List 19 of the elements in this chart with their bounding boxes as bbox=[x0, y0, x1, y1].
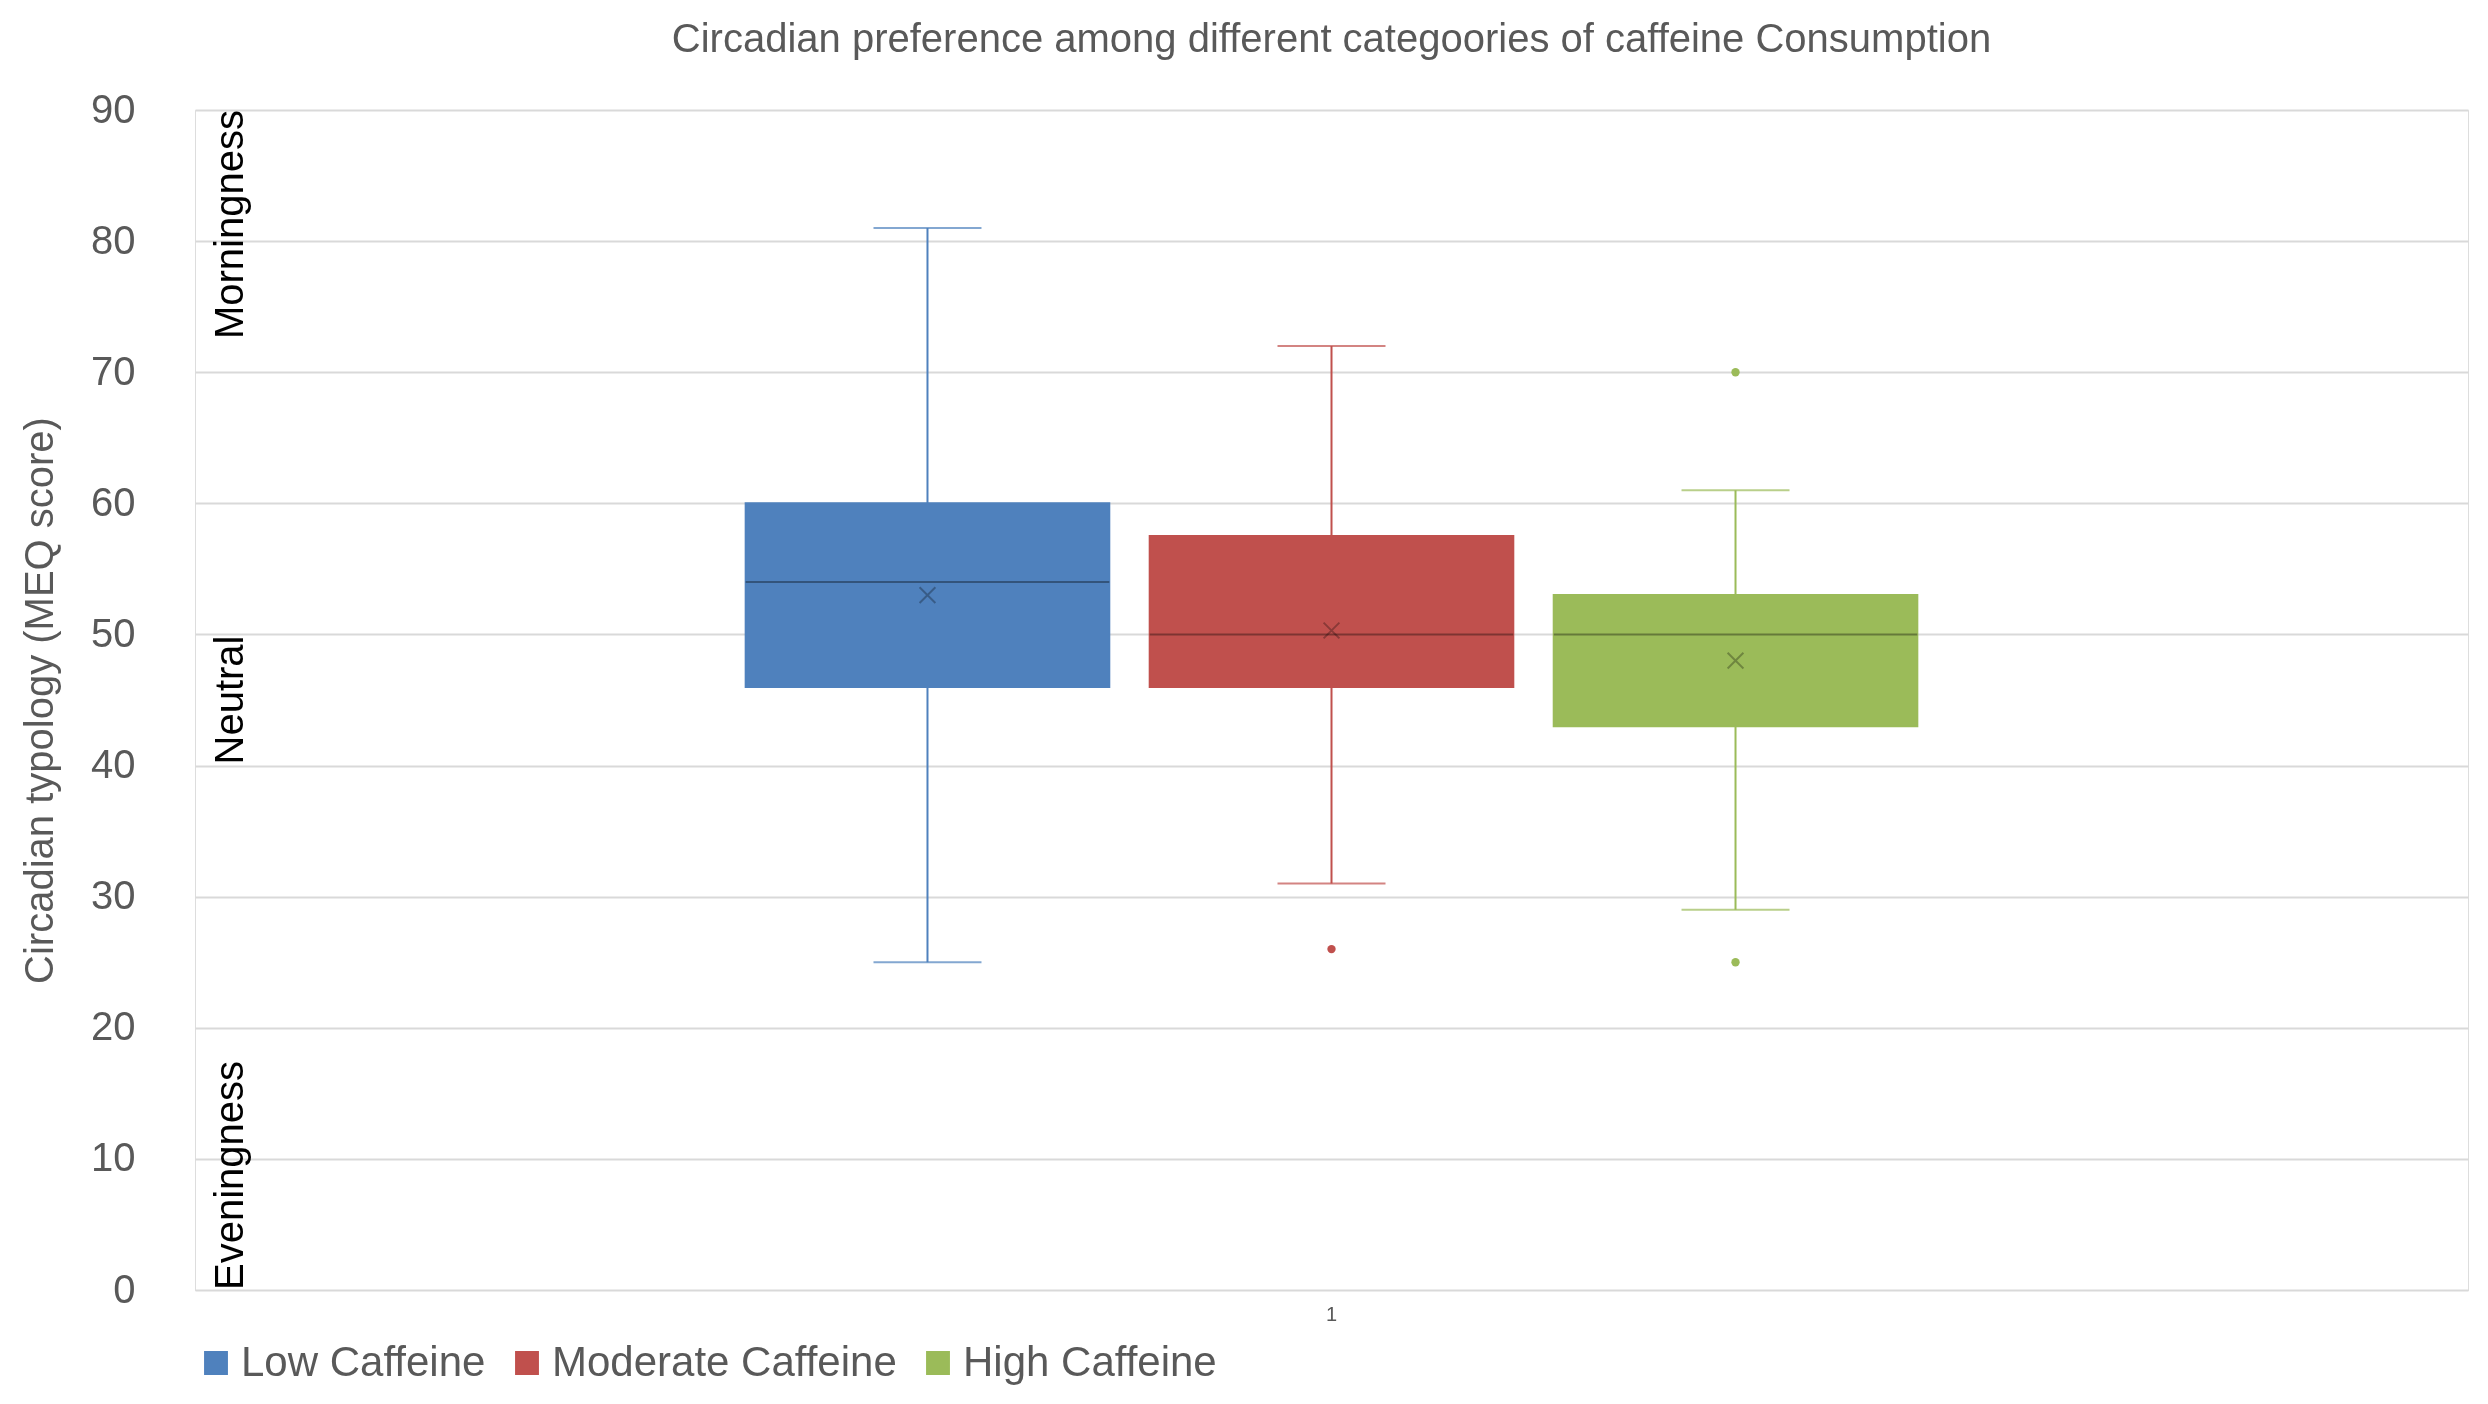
y-tick-label: 10 bbox=[91, 1135, 136, 1180]
annotation: Morningness bbox=[207, 110, 251, 340]
y-tick-label: 0 bbox=[113, 1266, 136, 1311]
chart-title: Circadian preference among different categoories of caffeine Consumption bbox=[671, 16, 1992, 60]
y-tick-label: 90 bbox=[91, 86, 136, 131]
x-tick-label: 1 bbox=[1325, 1302, 1338, 1325]
y-tick-label: 50 bbox=[91, 610, 136, 655]
y-tick-label: 80 bbox=[91, 217, 136, 262]
legend-label: Low Caffeine bbox=[241, 1338, 486, 1385]
y-tick-label: 40 bbox=[91, 742, 136, 787]
legend-label: High Caffeine bbox=[963, 1338, 1217, 1385]
y-tick-label: 30 bbox=[91, 873, 136, 918]
y-tick-label: 70 bbox=[91, 348, 136, 393]
y-tick-label: 20 bbox=[91, 1004, 136, 1049]
annotation: Neutral bbox=[207, 635, 251, 765]
y-axis-title: Circadian typology (MEQ score) bbox=[17, 417, 62, 984]
annotation: Eveningness bbox=[207, 1060, 251, 1290]
legend-label: Moderate Caffeine bbox=[552, 1338, 897, 1385]
y-tick-label: 60 bbox=[91, 479, 136, 524]
